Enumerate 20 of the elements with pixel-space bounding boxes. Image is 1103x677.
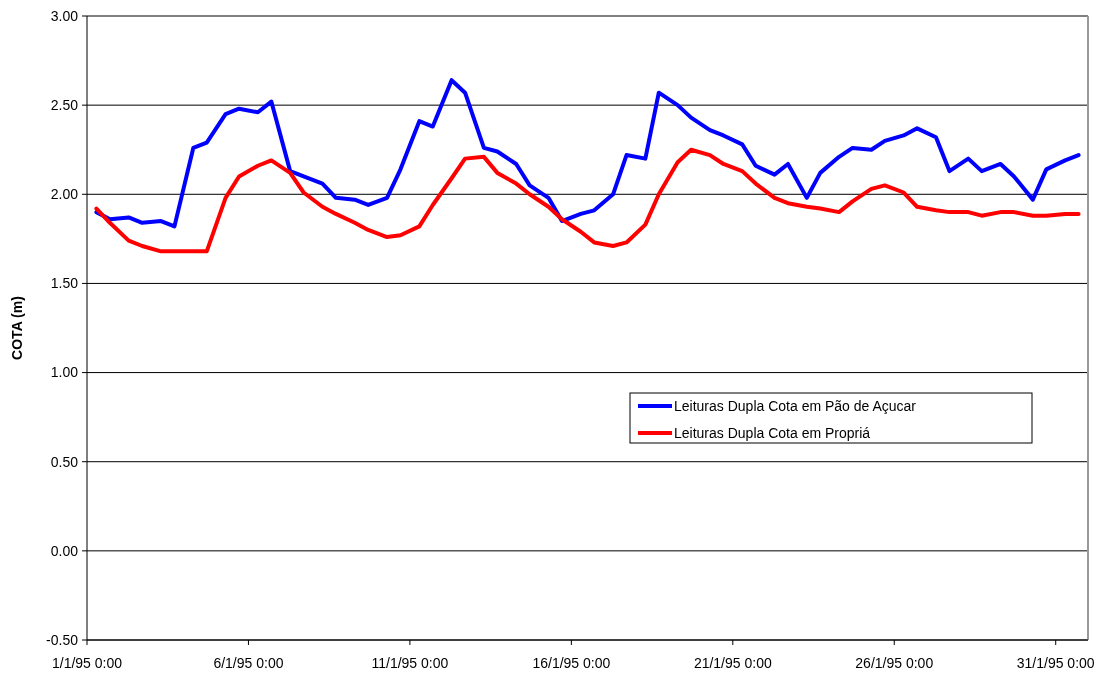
x-tick-label: 11/1/95 0:00 (371, 655, 449, 671)
y-tick-label: 0.50 (50, 453, 79, 470)
y-tick-label: 1.50 (50, 275, 79, 292)
y-tick-label: -0.50 (46, 631, 79, 648)
x-tick-label: 6/1/95 0:00 (213, 655, 284, 671)
y-tick-label: 3.00 (50, 7, 79, 24)
x-tick-label: 1/1/95 0:00 (51, 655, 123, 671)
line-series (94, 78, 1081, 229)
y-tick-label: 2.00 (50, 186, 79, 203)
y-tick-label: 0.00 (50, 542, 79, 559)
legend-label: Leituras Dupla Cota em Propriá (674, 424, 871, 441)
x-tick-label: 31/1/95 0:00 (1016, 655, 1095, 671)
x-tick-label: 21/1/95 0:00 (693, 655, 772, 671)
legend-label: Leituras Dupla Cota em Pão de Açucar (674, 397, 917, 414)
y-tick-label: 2.50 (50, 97, 79, 114)
y-axis-title: COTA (m) (9, 296, 25, 360)
x-tick-label: 26/1/95 0:00 (855, 655, 934, 671)
line-series (94, 147, 1081, 254)
x-tick-label: 16/1/95 0:00 (532, 655, 611, 671)
y-tick-label: 1.00 (50, 364, 79, 381)
